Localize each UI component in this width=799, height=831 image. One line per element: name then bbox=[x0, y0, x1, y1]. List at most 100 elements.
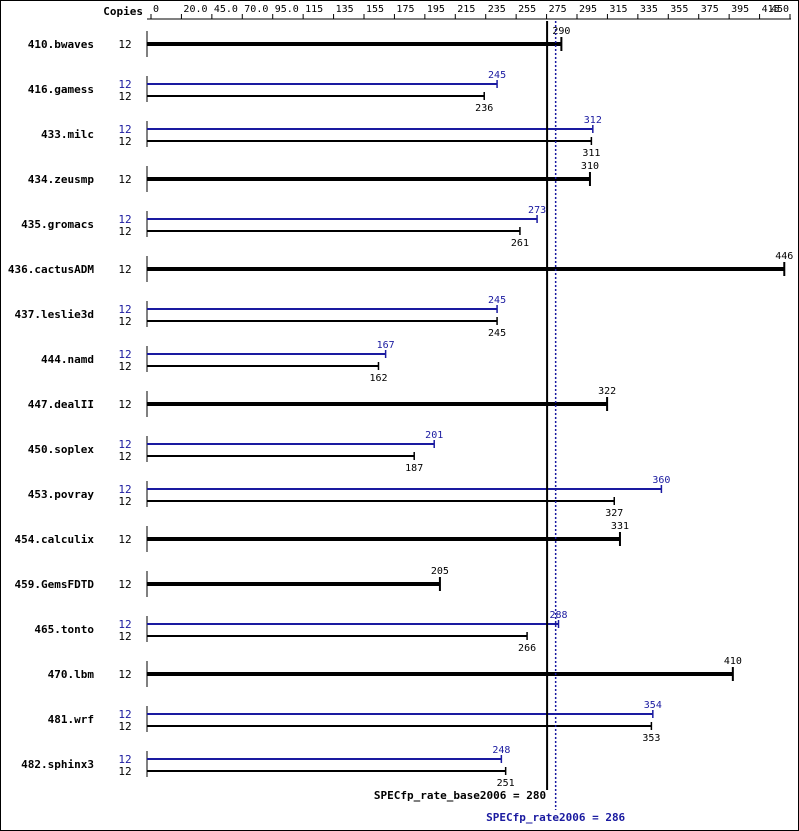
peak-copies: 12 bbox=[118, 438, 131, 451]
base-value-label: 236 bbox=[475, 103, 493, 114]
peak-value-label: 312 bbox=[584, 115, 602, 126]
base-copies: 12 bbox=[118, 315, 131, 328]
benchmark-name: 454.calculix bbox=[15, 533, 95, 546]
base-copies: 12 bbox=[118, 225, 131, 238]
benchmark-row: 447.dealII 12 322 bbox=[28, 386, 616, 417]
base-value-label: 327 bbox=[605, 508, 623, 519]
copies-column-header: Copies bbox=[103, 5, 143, 18]
base-value-label: 322 bbox=[598, 386, 616, 397]
peak-value-label: 167 bbox=[377, 340, 395, 351]
peak-value-label: 248 bbox=[492, 745, 510, 756]
base-copies: 12 bbox=[118, 173, 131, 186]
benchmark-row: 434.zeusmp 12 310 bbox=[28, 161, 599, 192]
base-copies: 12 bbox=[118, 578, 131, 591]
base-value-label: 261 bbox=[511, 238, 529, 249]
peak-value-label: 273 bbox=[528, 205, 546, 216]
x-tick-label: 215 bbox=[457, 4, 475, 15]
benchmark-name: 434.zeusmp bbox=[28, 173, 95, 186]
base-copies: 12 bbox=[118, 668, 131, 681]
benchmark-name: 453.povray bbox=[28, 488, 95, 501]
benchmark-row: 454.calculix 12 331 bbox=[15, 521, 629, 552]
base-copies: 12 bbox=[118, 765, 131, 778]
benchmark-name: 470.lbm bbox=[48, 668, 95, 681]
x-tick-label: 255 bbox=[518, 4, 536, 15]
x-axis: 0 20.0 45.0 70.0 95.0 115 135 155 175 195 215 235 25… bbox=[147, 4, 791, 20]
base-value-label: 331 bbox=[611, 521, 629, 532]
benchmark-name: 481.wrf bbox=[48, 713, 94, 726]
x-tick-label: 375 bbox=[701, 4, 719, 15]
base-copies: 12 bbox=[118, 38, 131, 51]
peak-copies: 12 bbox=[118, 123, 131, 136]
base-value-label: 251 bbox=[497, 778, 515, 789]
x-tick-label: 135 bbox=[336, 4, 354, 15]
peak-copies: 12 bbox=[118, 483, 131, 496]
reference-lines bbox=[546, 21, 557, 810]
peak-copies: 12 bbox=[118, 303, 131, 316]
benchmark-name: 436.cactusADM bbox=[8, 263, 94, 276]
x-tick-label: 395 bbox=[731, 4, 749, 15]
base-copies: 12 bbox=[118, 720, 131, 733]
benchmark-name: 450.soplex bbox=[28, 443, 95, 456]
base-value-label: 205 bbox=[431, 566, 449, 577]
benchmark-name: 447.dealII bbox=[28, 398, 94, 411]
base-value-label: 310 bbox=[581, 161, 599, 172]
benchmark-name: 437.leslie3d bbox=[15, 308, 94, 321]
peak-copies: 12 bbox=[118, 753, 131, 766]
x-tick-label: 450 bbox=[771, 4, 789, 15]
x-tick-label: 70.0 bbox=[244, 4, 268, 15]
base-copies: 12 bbox=[118, 450, 131, 463]
benchmark-row: 470.lbm 12 410 bbox=[48, 656, 742, 687]
base-value-label: 162 bbox=[369, 373, 387, 384]
base-copies: 12 bbox=[118, 630, 131, 643]
base-copies: 12 bbox=[118, 495, 131, 508]
base-value-label: 290 bbox=[552, 26, 570, 37]
peak-copies: 12 bbox=[118, 348, 131, 361]
base-copies: 12 bbox=[118, 360, 131, 373]
benchmark-name: 465.tonto bbox=[34, 623, 94, 636]
x-tick-label: 415 bbox=[762, 4, 780, 15]
base-copies: 12 bbox=[118, 398, 131, 411]
benchmark-row: 459.GemsFDTD 12 205 bbox=[15, 566, 449, 597]
base-copies: 12 bbox=[118, 533, 131, 546]
peak-copies: 12 bbox=[118, 708, 131, 721]
base-summary-label: SPECfp_rate_base2006 = 280 bbox=[374, 789, 546, 802]
x-tick-label: 115 bbox=[305, 4, 323, 15]
base-value-label: 266 bbox=[518, 643, 536, 654]
x-tick-label: 275 bbox=[549, 4, 567, 15]
benchmark-name: 410.bwaves bbox=[28, 38, 94, 51]
benchmark-name: 416.gamess bbox=[28, 83, 94, 96]
base-value-label: 446 bbox=[775, 251, 793, 262]
peak-value-label: 288 bbox=[549, 610, 567, 621]
benchmark-name: 459.GemsFDTD bbox=[15, 578, 95, 591]
peak-copies: 12 bbox=[118, 618, 131, 631]
x-tick-label: 155 bbox=[366, 4, 384, 15]
peak-value-label: 245 bbox=[488, 295, 506, 306]
x-tick-label: 175 bbox=[396, 4, 414, 15]
benchmark-name: 444.namd bbox=[41, 353, 94, 366]
x-tick-label: 335 bbox=[640, 4, 658, 15]
benchmark-name: 435.gromacs bbox=[21, 218, 94, 231]
x-tick-label: 295 bbox=[579, 4, 597, 15]
peak-value-label: 360 bbox=[652, 475, 670, 486]
peak-value-label: 354 bbox=[644, 700, 662, 711]
x-tick-label: 20.0 bbox=[183, 4, 207, 15]
x-tick-label: 0 bbox=[153, 4, 159, 15]
x-tick-label: 315 bbox=[609, 4, 627, 15]
base-copies: 12 bbox=[118, 263, 131, 276]
x-tick-label: 235 bbox=[488, 4, 506, 15]
peak-value-label: 201 bbox=[425, 430, 443, 441]
x-tick-label: 355 bbox=[670, 4, 688, 15]
benchmark-row: 410.bwaves 12 290 bbox=[28, 26, 570, 57]
x-tick-label: 195 bbox=[427, 4, 445, 15]
peak-copies: 12 bbox=[118, 213, 131, 226]
